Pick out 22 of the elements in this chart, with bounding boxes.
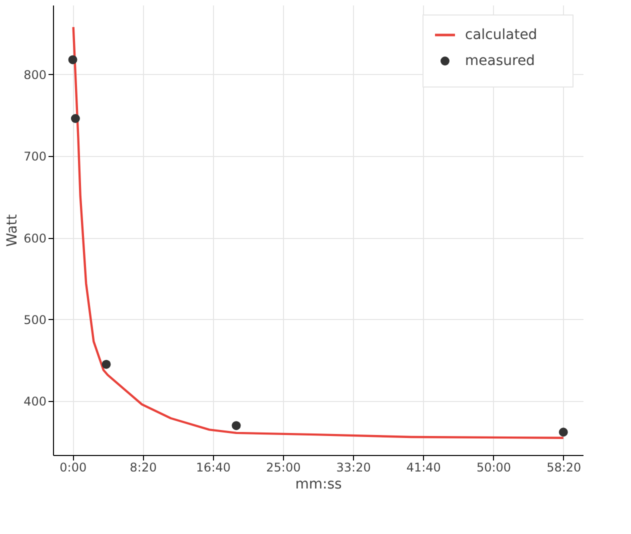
x-tick-label: 50:00 [476,460,512,474]
legend-label: measured [465,53,535,69]
y-tick-label: 500 [24,312,46,327]
x-tick-label: 16:40 [196,460,231,474]
x-axis-title: mm:ss [295,476,342,492]
point [558,428,568,437]
legend-label: calculated [465,27,538,43]
point [102,360,111,369]
y-tick-label: 400 [24,394,46,409]
x-tick-label: 8:20 [130,460,157,474]
y-tick-label: 700 [24,150,46,164]
x-tick-label: 33:20 [336,460,371,474]
y-tick-label: 800 [24,68,46,82]
y-tick-label: 600 [24,231,46,246]
point [68,55,78,64]
point [70,114,80,123]
y-axis-title: Watt [4,214,21,247]
x-tick-label: 58:20 [546,460,582,474]
x-tick-label: 0:00 [60,460,87,474]
point [232,421,241,430]
x-tick-label: 41:40 [406,460,441,474]
x-tick-label: 25:00 [266,460,301,474]
